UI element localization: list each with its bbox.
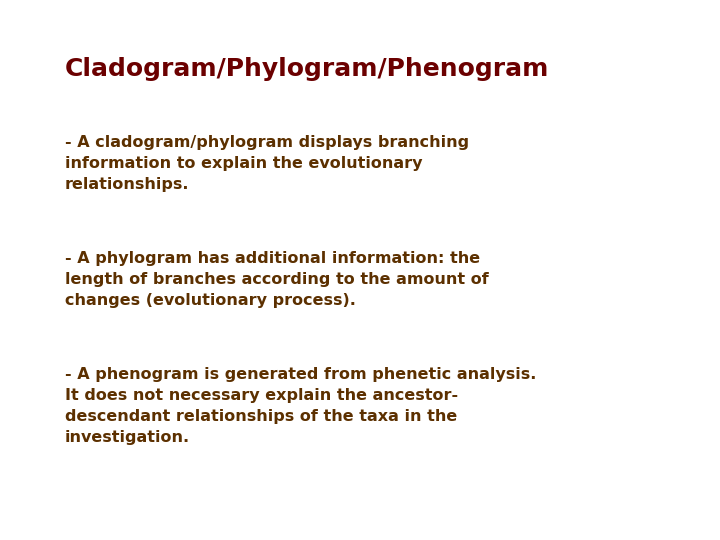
Text: - A phenogram is generated from phenetic analysis.
It does not necessary explain: - A phenogram is generated from phenetic… <box>65 367 536 445</box>
Text: - A cladogram/phylogram displays branching
information to explain the evolutiona: - A cladogram/phylogram displays branchi… <box>65 135 469 192</box>
Text: - A phylogram has additional information: the
length of branches according to th: - A phylogram has additional information… <box>65 251 489 308</box>
Text: Cladogram/Phylogram/Phenogram: Cladogram/Phylogram/Phenogram <box>65 57 549 80</box>
